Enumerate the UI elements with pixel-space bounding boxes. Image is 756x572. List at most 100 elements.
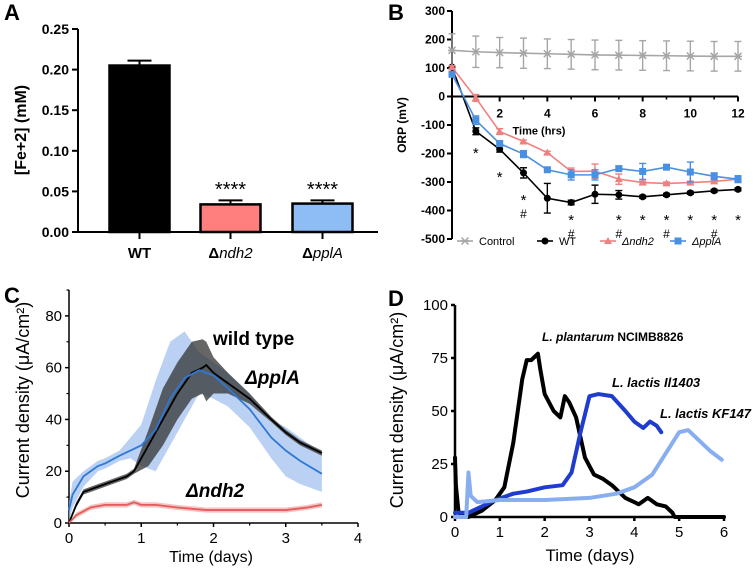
y-tick-label: 100 <box>425 61 445 75</box>
series-line-llactiskf147 <box>453 428 724 519</box>
data-point <box>520 169 527 177</box>
data-point <box>591 190 599 198</box>
data-point <box>567 171 575 179</box>
series-annotation: ΔpplA <box>244 368 300 389</box>
series-annotation: L. lactis KF147 <box>660 406 752 421</box>
x-tick-label: 6 <box>720 524 728 541</box>
x-tick-label: 1 <box>137 530 145 547</box>
y-tick-label: 0.20 <box>42 62 69 78</box>
significance-hash: # <box>615 227 622 241</box>
legend-marker <box>604 237 612 244</box>
panel-label-b: B <box>388 0 404 25</box>
y-axis-label: [Fe+2] (mM) <box>13 85 30 175</box>
data-point <box>543 49 552 58</box>
data-point <box>663 191 670 199</box>
data-point <box>663 163 670 171</box>
data-point <box>591 171 599 179</box>
y-axis-label: Current density (μA/cm²) <box>387 312 407 508</box>
error-band-ndh2 <box>69 499 322 523</box>
data-point <box>638 178 647 186</box>
y-axis-label: Current density (μA/cm²) <box>13 302 33 498</box>
x-tick-label: 10 <box>684 107 698 121</box>
x-tick-label: 0 <box>451 524 459 541</box>
y-tick-label: -500 <box>421 232 445 246</box>
x-tick-label: 3 <box>585 524 593 541</box>
data-point <box>472 116 480 124</box>
y-tick-label: -300 <box>421 175 445 189</box>
significance-star: * <box>687 212 693 229</box>
y-tick-label: 300 <box>425 4 445 18</box>
y-tick-label: 0.10 <box>42 143 69 159</box>
x-axis-label: Time (hrs) <box>513 126 566 138</box>
data-point <box>567 199 575 207</box>
data-point <box>519 49 528 58</box>
x-tick-label: 12 <box>731 107 745 121</box>
legend-label: WT <box>559 236 576 248</box>
significance-marker: **** <box>307 179 338 201</box>
data-point <box>686 168 694 176</box>
data-point <box>543 166 551 174</box>
data-point <box>662 179 671 187</box>
x-tick-label: 1 <box>496 524 504 541</box>
x-tick-label: 2 <box>209 530 217 547</box>
bar-ppla <box>291 202 354 234</box>
x-tick-label: Δndh2 <box>208 245 253 262</box>
data-point <box>710 177 719 185</box>
significance-star: * <box>473 145 479 162</box>
series-annotation: L. lactis Il1403 <box>612 375 701 390</box>
legend-label: Control <box>479 236 514 248</box>
x-tick-label: 4 <box>354 530 362 547</box>
data-point <box>614 51 623 60</box>
data-point <box>448 63 456 71</box>
y-tick-label: 80 <box>45 308 62 325</box>
x-tick-label: 0 <box>65 530 73 547</box>
panel-d-current-density-chart: 0 25 50 75 100 0 1 2 3 4 5 6 Time (days) Current dens… <box>387 297 752 565</box>
data-point <box>615 165 623 173</box>
significance-star: * <box>521 192 527 209</box>
data-point <box>639 193 647 201</box>
significance-marker: **** <box>215 179 246 201</box>
data-point <box>590 50 600 59</box>
y-axis-label: ORP (mV) <box>395 97 409 153</box>
x-tick-label: 4 <box>630 524 638 541</box>
data-point <box>520 150 527 158</box>
data-point <box>496 145 504 153</box>
x-tick-label: 2 <box>496 107 503 121</box>
significance-hash: # <box>663 227 670 241</box>
y-tick-label: 0.25 <box>42 21 69 37</box>
y-tick-label: 40 <box>45 411 62 428</box>
panel-label-a: A <box>4 0 20 25</box>
x-tick-label: 2 <box>540 524 548 541</box>
x-tick-label: 4 <box>544 107 551 121</box>
significance-star: * <box>664 212 670 229</box>
data-point <box>495 127 504 135</box>
data-point <box>734 175 742 183</box>
data-point <box>733 52 743 61</box>
y-tick-label: 0.05 <box>42 183 69 199</box>
data-point <box>496 140 504 148</box>
x-tick-label: 5 <box>675 524 683 541</box>
significance-star: * <box>616 212 622 229</box>
data-point <box>447 46 457 55</box>
significance-star: * <box>735 212 741 229</box>
series-annotation: L. plantarum NCIMB8826 <box>542 330 684 344</box>
y-tick-label: 200 <box>425 33 445 47</box>
bar-wt <box>108 64 171 234</box>
data-point <box>710 172 718 180</box>
y-tick-label: -400 <box>421 204 445 218</box>
x-tick-label: 8 <box>639 107 646 121</box>
x-tick-label: WT <box>128 245 151 262</box>
data-point <box>710 187 718 195</box>
series-line-ppla <box>68 369 323 511</box>
data-point <box>614 175 623 183</box>
data-point <box>567 50 576 59</box>
y-tick-label: 50 <box>431 403 448 420</box>
data-point <box>686 51 695 61</box>
series-line-wildtype <box>68 363 323 524</box>
legend-marker <box>460 236 470 246</box>
series-line-llactisil1403 <box>453 392 664 515</box>
x-tick-label: 6 <box>592 107 599 121</box>
y-tick-label: 0 <box>438 90 445 104</box>
data-point <box>734 185 742 193</box>
